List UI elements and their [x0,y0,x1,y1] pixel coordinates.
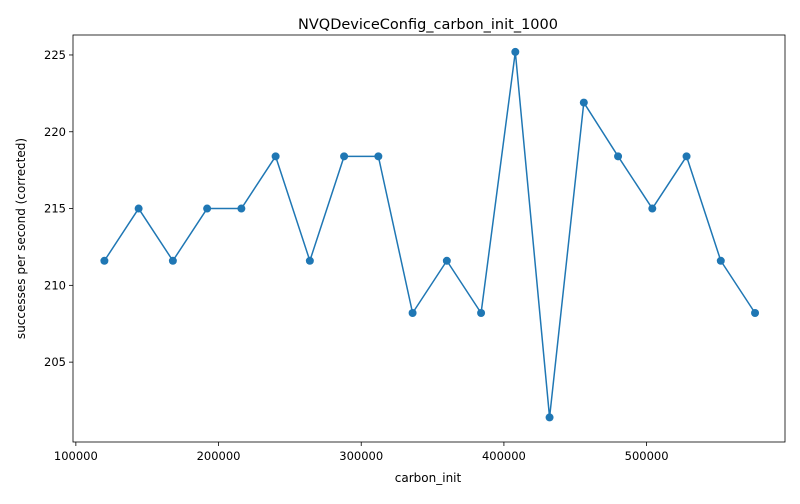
x-tick-label: 300000 [339,449,383,463]
y-axis-label: successes per second (corrected) [14,138,28,339]
y-tick-label: 210 [44,278,66,292]
data-point [100,256,109,265]
data-point [442,256,451,265]
data-point [614,152,623,161]
series-layer [100,47,760,422]
y-tick-label: 225 [44,48,66,62]
y-axis: 205 210 215 220 225 [44,48,73,369]
x-tick-label: 100000 [54,449,98,463]
data-point [511,47,520,56]
data-point [134,204,143,213]
x-tick-label: 200000 [197,449,241,463]
x-tick-label: 400000 [482,449,526,463]
x-axis-label: carbon_init [395,471,462,485]
data-point [168,256,177,265]
data-point [579,98,588,107]
data-point [237,204,246,213]
data-point [271,152,280,161]
data-point [545,413,554,422]
y-tick-label: 220 [44,125,66,139]
series-line [103,51,756,419]
data-point [203,204,212,213]
data-point [751,308,760,317]
data-point [340,152,349,161]
data-point [408,308,417,317]
y-tick-label: 205 [44,355,66,369]
data-point [305,256,314,265]
chart-title: NVQDeviceConfig_carbon_init_1000 [298,17,558,33]
data-point [682,152,691,161]
plot-area [72,34,786,443]
x-tick-label: 500000 [625,449,669,463]
y-tick-label: 215 [44,202,66,216]
data-point [716,256,725,265]
data-point [648,204,657,213]
data-point [374,152,383,161]
x-axis: 100000 200000 300000 400000 500000 [54,442,669,463]
data-point [477,308,486,317]
